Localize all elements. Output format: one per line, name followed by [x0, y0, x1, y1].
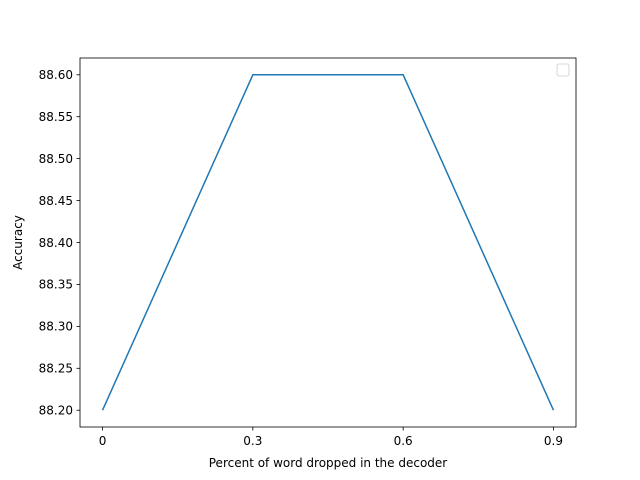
y-tick-label: 88.25	[39, 362, 73, 376]
x-tick-label: 0	[99, 434, 107, 448]
y-tick-label: 88.20	[39, 404, 73, 418]
y-tick-label: 88.50	[39, 152, 73, 166]
y-tick-label: 88.35	[39, 278, 73, 292]
x-tick-label: 0.3	[243, 434, 262, 448]
legend-box	[556, 63, 570, 77]
y-tick-label: 88.45	[39, 194, 73, 208]
y-tick-label: 88.60	[39, 68, 73, 82]
plot-frame	[79, 57, 577, 428]
series-layer	[101, 74, 555, 411]
x-axis-label: Percent of word dropped in the decoder	[209, 456, 448, 470]
y-axis-ticks: 88.20 88.25 88.30 88.35 88.40 88.45 88.50 88.55…	[39, 68, 80, 418]
y-tick-label: 88.40	[39, 236, 73, 250]
y-axis-label: Accuracy	[11, 215, 25, 270]
x-tick-label: 0.6	[394, 434, 413, 448]
y-tick-label: 88.30	[39, 320, 73, 334]
plot-area-background	[80, 58, 576, 427]
y-tick-label: 88.55	[39, 110, 73, 124]
series-line-0	[101, 74, 555, 411]
x-tick-label: 0.9	[544, 434, 563, 448]
x-axis-ticks: 0 0.3 0.6 0.9	[99, 427, 563, 448]
